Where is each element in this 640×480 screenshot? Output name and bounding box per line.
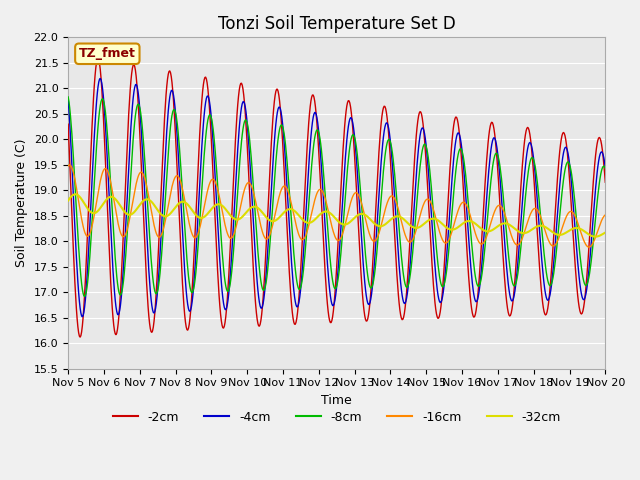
X-axis label: Time: Time: [321, 394, 352, 407]
Text: TZ_fmet: TZ_fmet: [79, 47, 136, 60]
Y-axis label: Soil Temperature (C): Soil Temperature (C): [15, 139, 28, 267]
Title: Tonzi Soil Temperature Set D: Tonzi Soil Temperature Set D: [218, 15, 456, 33]
Legend: -2cm, -4cm, -8cm, -16cm, -32cm: -2cm, -4cm, -8cm, -16cm, -32cm: [108, 406, 566, 429]
